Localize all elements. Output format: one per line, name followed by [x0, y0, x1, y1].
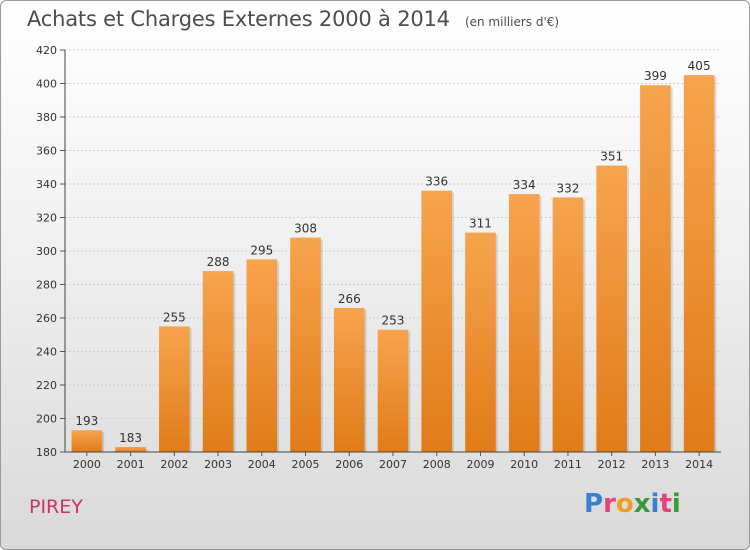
- bar-2012: [596, 165, 627, 452]
- y-tick-label: 320: [36, 212, 57, 225]
- logo-letter: P: [584, 489, 604, 519]
- logo-letter: i: [671, 489, 681, 519]
- x-tick-label: 2009: [466, 458, 494, 471]
- y-tick-label: 180: [36, 446, 57, 459]
- y-tick-label: 280: [36, 279, 57, 292]
- bar-value-label: 266: [338, 292, 361, 306]
- bar-2003: [202, 271, 234, 452]
- bar-value-label: 193: [75, 414, 98, 428]
- x-tick-label: 2002: [160, 458, 188, 471]
- y-tick-label: 300: [36, 245, 57, 258]
- bar-2008: [421, 190, 453, 452]
- x-tick-label: 2005: [292, 458, 320, 471]
- bar-value-label: 288: [207, 255, 230, 269]
- chart-subtitle: (en milliers d'€): [464, 15, 560, 29]
- bar-2001: [115, 446, 146, 452]
- bar-value-label: 351: [600, 150, 623, 164]
- logo-letter: i: [650, 489, 660, 519]
- bar-2010: [508, 194, 540, 453]
- city-label: PIREY: [29, 496, 83, 518]
- bar-2014: [683, 75, 715, 452]
- x-tick-label: 2001: [117, 458, 145, 471]
- bar-value-label: 295: [250, 243, 273, 257]
- bar-2004: [246, 259, 278, 452]
- x-tick-label: 2004: [248, 458, 276, 471]
- y-tick-label: 340: [36, 178, 57, 191]
- bar-2013: [640, 85, 671, 453]
- x-tick-label: 2014: [685, 458, 713, 471]
- y-tick-label: 420: [36, 44, 57, 57]
- y-tick-label: 200: [36, 413, 57, 426]
- proxiti-logo: Proxiti: [584, 489, 681, 519]
- x-tick-label: 2010: [510, 458, 538, 471]
- bar-2011: [552, 197, 584, 452]
- bar-value-label: 311: [469, 217, 492, 231]
- x-tick-label: 2008: [423, 458, 451, 471]
- bar-value-label: 183: [119, 431, 142, 445]
- logo-letter: t: [659, 489, 672, 519]
- bar-2002: [159, 326, 190, 452]
- x-tick-label: 2012: [598, 458, 626, 471]
- bar-value-label: 255: [163, 310, 186, 324]
- bar-value-label: 308: [294, 222, 317, 236]
- x-tick-label: 2003: [204, 458, 232, 471]
- title-row: Achats et Charges Externes 2000 à 2014 (…: [27, 7, 559, 31]
- y-tick-label: 360: [36, 145, 57, 158]
- x-tick-label: 2000: [73, 458, 101, 471]
- bar-value-label: 334: [513, 178, 536, 192]
- bar-value-label: 253: [382, 314, 405, 328]
- bar-value-label: 336: [425, 175, 448, 189]
- logo-letter: o: [615, 489, 634, 519]
- x-tick-label: 2007: [379, 458, 407, 471]
- x-tick-label: 2006: [335, 458, 363, 471]
- bar-value-label: 332: [556, 181, 579, 195]
- bar-2006: [333, 307, 365, 452]
- y-tick-label: 380: [36, 111, 57, 124]
- chart-title: Achats et Charges Externes 2000 à 2014: [27, 7, 450, 31]
- logo-letter: r: [603, 489, 616, 519]
- bar-value-label: 399: [644, 69, 667, 83]
- bar-2007: [377, 329, 409, 452]
- x-tick-label: 2011: [554, 458, 582, 471]
- y-tick-label: 240: [36, 346, 57, 359]
- y-tick-label: 400: [36, 78, 57, 91]
- bar-2005: [290, 237, 321, 452]
- bar-2009: [465, 232, 496, 452]
- y-tick-label: 220: [36, 379, 57, 392]
- bar-2000: [71, 430, 103, 452]
- x-tick-label: 2013: [641, 458, 669, 471]
- y-tick-label: 260: [36, 312, 57, 325]
- logo-letter: x: [633, 489, 651, 519]
- bar-value-label: 405: [688, 59, 711, 73]
